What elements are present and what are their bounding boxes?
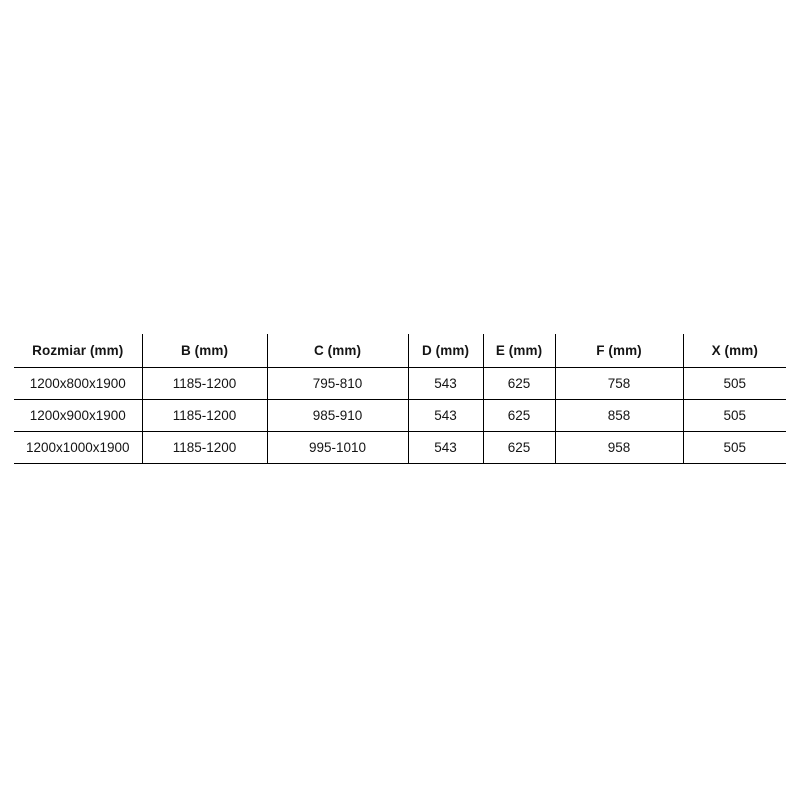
cell-x: 505: [683, 367, 786, 400]
cell-e: 625: [483, 367, 556, 400]
column-header-e: E (mm): [483, 334, 556, 368]
column-header-d: D (mm): [408, 334, 484, 368]
cell-d: 543: [408, 399, 484, 432]
cell-c: 795-810: [267, 367, 409, 400]
cell-c: 995-1010: [267, 431, 409, 464]
cell-x: 505: [683, 431, 786, 464]
cell-size: 1200x1000x1900: [14, 431, 143, 464]
cell-b: 1185-1200: [142, 431, 268, 464]
cell-e: 625: [483, 431, 556, 464]
cell-f: 858: [555, 399, 684, 432]
column-header-c: C (mm): [267, 334, 409, 368]
table-header: Rozmiar (mm) B (mm) C (mm) D (mm) E (mm)…: [14, 334, 786, 368]
cell-b: 1185-1200: [142, 399, 268, 432]
cell-e: 625: [483, 399, 556, 432]
cell-b: 1185-1200: [142, 367, 268, 400]
dimensions-table: Rozmiar (mm) B (mm) C (mm) D (mm) E (mm)…: [14, 334, 786, 464]
cell-size: 1200x800x1900: [14, 367, 143, 400]
column-header-size: Rozmiar (mm): [14, 334, 143, 368]
table-body: 1200x800x1900 1185-1200 795-810 543 625 …: [14, 367, 786, 464]
spec-table-container: Rozmiar (mm) B (mm) C (mm) D (mm) E (mm)…: [14, 334, 786, 464]
table-row: 1200x900x1900 1185-1200 985-910 543 625 …: [14, 399, 786, 432]
cell-size: 1200x900x1900: [14, 399, 143, 432]
column-header-f: F (mm): [555, 334, 684, 368]
column-header-b: B (mm): [142, 334, 268, 368]
cell-x: 505: [683, 399, 786, 432]
cell-c: 985-910: [267, 399, 409, 432]
cell-f: 958: [555, 431, 684, 464]
cell-d: 543: [408, 367, 484, 400]
cell-f: 758: [555, 367, 684, 400]
table-header-row: Rozmiar (mm) B (mm) C (mm) D (mm) E (mm)…: [14, 334, 786, 368]
table-row: 1200x800x1900 1185-1200 795-810 543 625 …: [14, 367, 786, 400]
table-row: 1200x1000x1900 1185-1200 995-1010 543 62…: [14, 431, 786, 464]
column-header-x: X (mm): [683, 334, 786, 368]
cell-d: 543: [408, 431, 484, 464]
